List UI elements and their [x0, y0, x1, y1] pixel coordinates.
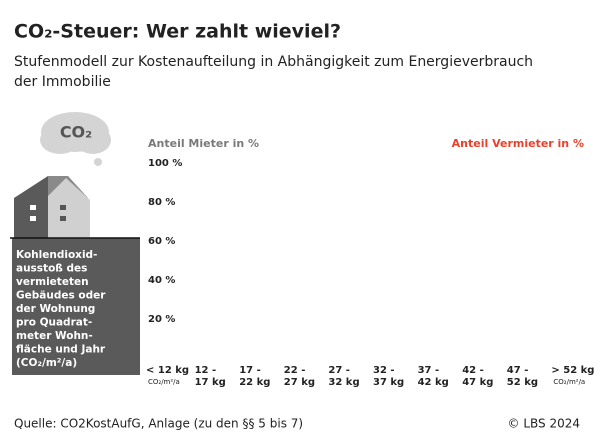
- x-tick-label: 42 -: [462, 365, 484, 376]
- x-tick-label: 27 -: [328, 365, 350, 376]
- y-tick-label: 20 %: [148, 314, 175, 325]
- unit-label: CO₂/m²/a: [148, 378, 180, 386]
- x-tick-label: 17 -: [239, 365, 261, 376]
- y-tick-label: 100 %: [148, 158, 182, 169]
- axis-description: meter Wohn-: [16, 330, 93, 342]
- cloud: [40, 112, 111, 166]
- chart-title: CO₂-Steuer: Wer zahlt wieviel?: [14, 21, 341, 43]
- x-tick-label: 27 kg: [284, 377, 315, 388]
- axis-description: ausstoß des: [16, 263, 87, 275]
- x-tick-label: 52 kg: [507, 377, 538, 388]
- x-tick-label: 42 kg: [418, 377, 449, 388]
- x-tick-label: 47 -: [507, 365, 529, 376]
- x-tick-label: 22 kg: [239, 377, 270, 388]
- legend-label: Anteil Vermieter in %: [452, 137, 584, 150]
- x-tick-label: 47 kg: [462, 377, 493, 388]
- house: [10, 176, 140, 375]
- y-tick-label: 80 %: [148, 197, 175, 208]
- legend-label: Anteil Mieter in %: [148, 137, 259, 150]
- x-tick-label: 22 -: [284, 365, 306, 376]
- source: Quelle: CO2KostAufG, Anlage (zu den §§ 5…: [14, 417, 303, 431]
- x-tick-label: 32 -: [373, 365, 395, 376]
- axis-description: (CO₂/m²/a): [16, 357, 77, 369]
- x-tick-label: 17 kg: [195, 377, 226, 388]
- copyright: © LBS 2024: [508, 417, 581, 431]
- x-tick-label: > 52 kg: [551, 365, 594, 376]
- axis-description: Gebäudes oder: [16, 290, 106, 302]
- axis-description: vermieteten: [16, 276, 89, 288]
- subtitle: der Immobilie: [14, 74, 111, 90]
- cloud-label: CO₂: [60, 123, 92, 142]
- y-tick-label: 40 %: [148, 275, 175, 286]
- y-tick-label: 60 %: [148, 236, 175, 247]
- subtitle: Stufenmodell zur Kostenaufteilung in Abh…: [14, 54, 533, 70]
- x-tick-label: 37 -: [418, 365, 440, 376]
- axis-description: der Wohnung: [16, 303, 95, 315]
- x-tick-label: 32 kg: [328, 377, 359, 388]
- axis-description: Kohlendioxid-: [16, 249, 97, 261]
- axis-description: pro Quadrat-: [16, 317, 92, 329]
- x-tick-label: 37 kg: [373, 377, 404, 388]
- unit-label: CO₂/m²/a: [553, 378, 585, 386]
- axis-description: fläche und Jahr: [16, 344, 106, 356]
- x-tick-label: 12 -: [195, 365, 217, 376]
- x-tick-label: < 12 kg: [146, 365, 189, 376]
